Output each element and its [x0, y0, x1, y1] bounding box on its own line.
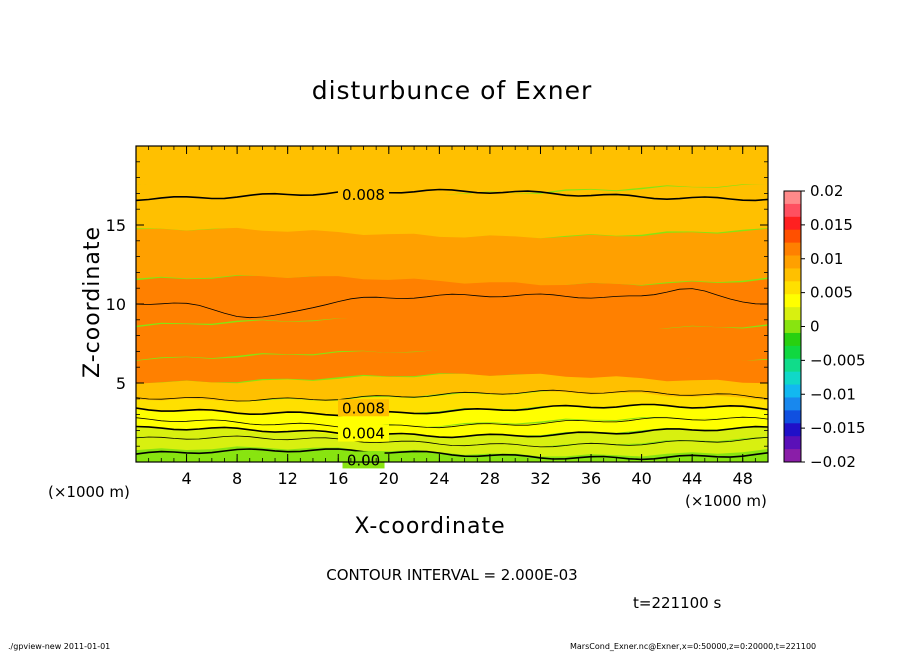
contour-band [136, 436, 768, 457]
colorbar-tick-label: 0.015 [810, 216, 853, 234]
x-tick-label: 28 [480, 469, 500, 488]
contour-line [135, 425, 769, 439]
contour-label: 0.008 [342, 186, 385, 204]
y-tick-label: 15 [106, 216, 126, 235]
contour-band [136, 227, 768, 286]
colorbar-swatch [784, 229, 801, 244]
contour-line [135, 416, 769, 429]
y-tick-label: 5 [116, 374, 126, 393]
contour-line [135, 435, 769, 448]
contour-line [135, 188, 769, 202]
y-tick-label: 10 [106, 295, 126, 314]
colorbar-swatch [784, 242, 801, 257]
x-tick-label: 4 [181, 469, 191, 488]
contour-band [136, 404, 768, 427]
colorbar-tick-label: 0 [810, 318, 820, 336]
x-tick-label: 24 [429, 469, 449, 488]
x-tick-label: 40 [631, 469, 651, 488]
x-tick-label: 48 [733, 469, 753, 488]
contour-band [136, 391, 768, 415]
colorbar-swatch [784, 191, 801, 205]
chart-title: disturbunce of Exner [311, 76, 593, 105]
footer-left-text: ./gpview-new 2011-01-01 [8, 642, 111, 651]
contour-band [136, 349, 768, 384]
x-tick-label: 20 [379, 469, 399, 488]
contour-line [135, 288, 769, 319]
contour-label: 0.008 [342, 399, 385, 417]
x-tick-label: 12 [278, 469, 298, 488]
x-tick-label: 16 [328, 469, 348, 488]
colorbar-swatch [784, 216, 801, 231]
contour-label-bg [338, 424, 390, 442]
colorbar-swatch [784, 281, 801, 295]
colorbar-tick-label: −0.01 [810, 385, 856, 403]
colorbar-swatch [784, 371, 801, 386]
colorbar-tick-label: 0.02 [810, 182, 843, 200]
colorbar-swatch [784, 294, 801, 308]
contour-band [136, 146, 768, 195]
colorbar-swatch [784, 268, 801, 282]
colorbar-swatch [784, 449, 801, 463]
colorbar-swatch [784, 410, 801, 424]
colorbar-swatch [784, 332, 801, 347]
colorbar-swatch [784, 358, 801, 373]
contour-label-bg [338, 399, 390, 417]
contour-band [136, 275, 768, 330]
contour-band [136, 373, 768, 402]
contour-line [135, 448, 769, 461]
colorbar-tick-label: 0.005 [810, 284, 853, 302]
colorbar-swatch [784, 436, 801, 450]
colorbar-swatch [784, 255, 801, 269]
colorbar-swatch [784, 320, 801, 334]
x-tick-label: 8 [232, 469, 242, 488]
time-text: t=221100 s [633, 594, 722, 612]
contour-line [135, 403, 769, 417]
colorbar-tick-label: −0.005 [810, 351, 866, 369]
x-unit-left: (×1000 m) [48, 483, 130, 501]
contour-band [136, 318, 768, 361]
y-axis-label: Z-coordinate [80, 226, 105, 378]
colorbar-swatch [784, 423, 801, 437]
colorbar-tick-label: 0.01 [810, 250, 843, 268]
colorbar-swatch [784, 345, 801, 360]
contour-band [136, 184, 768, 239]
contour-interval-text: CONTOUR INTERVAL = 2.000E-03 [326, 566, 578, 584]
x-tick-label: 44 [682, 469, 702, 488]
x-unit-right: (×1000 m) [685, 492, 767, 510]
contour-line [135, 389, 769, 402]
contour-label-bg [338, 185, 390, 203]
colorbar-swatch [784, 397, 801, 411]
x-axis-label: X-coordinate [354, 514, 506, 539]
footer-right-text: MarsCond_Exner.nc@Exner,x=0:50000,z=0:20… [570, 642, 817, 651]
colorbar-tick-label: −0.02 [810, 453, 856, 471]
colorbar-swatch [784, 384, 801, 398]
colorbar-tick-label: −0.015 [810, 419, 866, 437]
colorbar-swatch [784, 307, 801, 321]
contour-label: 0.004 [342, 425, 385, 443]
x-tick-label: 36 [581, 469, 601, 488]
colorbar-swatch [784, 203, 801, 218]
x-tick-label: 32 [530, 469, 550, 488]
